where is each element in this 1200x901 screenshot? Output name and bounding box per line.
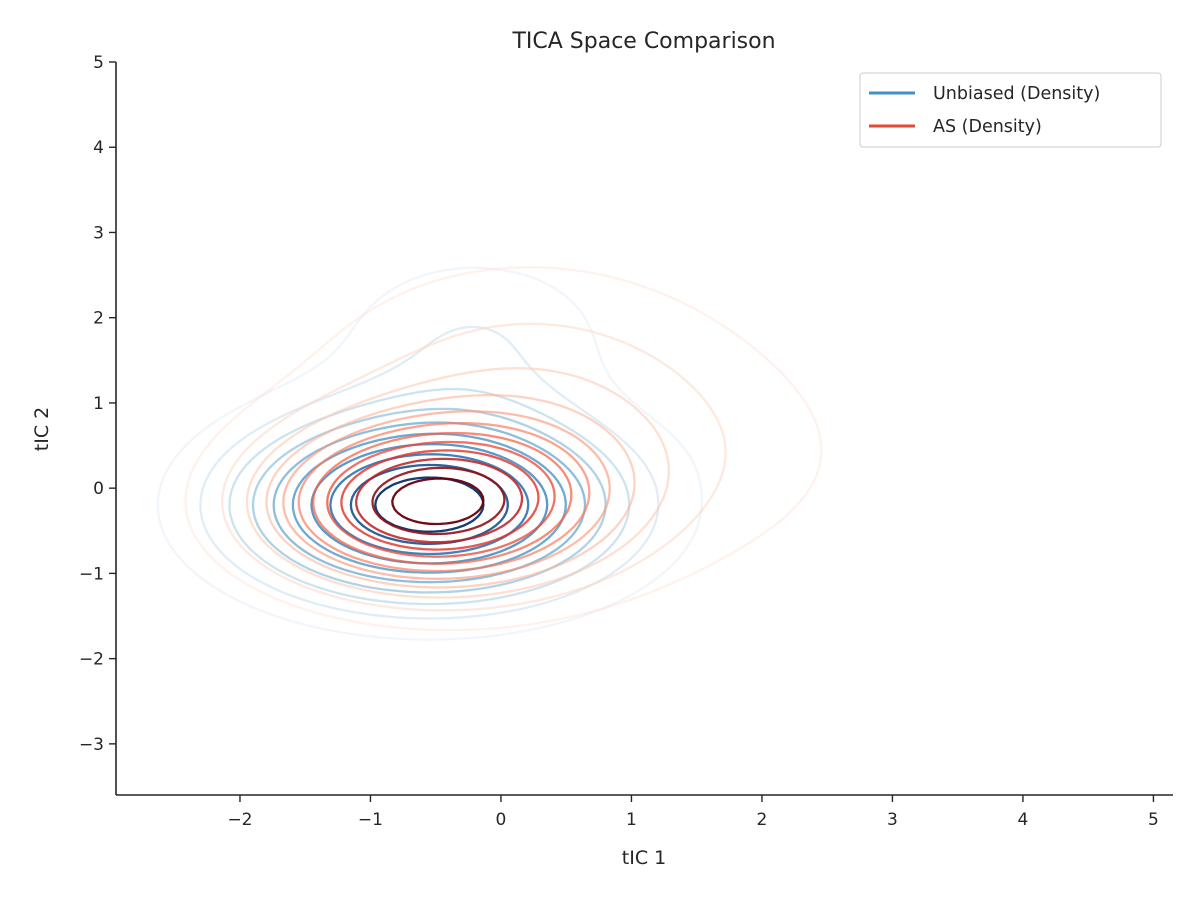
contour-level [199, 325, 660, 620]
y-tick-label: −1 [79, 564, 104, 584]
y-axis-ticks: −3 −2 −1 0 1 2 3 4 5 [79, 53, 116, 755]
x-tick-label: 1 [626, 810, 637, 830]
contour-level [251, 407, 607, 594]
x-tick-label: −1 [358, 810, 383, 830]
y-tick-label: −3 [79, 735, 104, 755]
y-tick-label: 5 [93, 53, 104, 73]
contour-level [340, 449, 540, 551]
y-axis-label: tIC 2 [31, 407, 53, 451]
y-tick-label: −2 [79, 650, 104, 670]
contour-level [297, 421, 591, 573]
y-tick-label: 3 [93, 223, 104, 243]
contour-series [184, 266, 823, 632]
y-tick-label: 1 [93, 394, 104, 414]
contour-level [282, 410, 611, 580]
contour-series [156, 266, 704, 641]
x-tick-label: 4 [1018, 810, 1029, 830]
contour-level [184, 266, 823, 632]
contour-level [245, 367, 670, 599]
contour-level [391, 477, 485, 526]
legend-label-as: AS (Density) [933, 117, 1042, 137]
x-axis-label: tIC 1 [622, 847, 666, 869]
legend-label-unbiased: Unbiased (Density) [933, 84, 1100, 104]
contour-level [326, 440, 556, 558]
y-tick-label: 4 [93, 138, 104, 158]
contour-level [221, 322, 727, 612]
contour-level [355, 457, 524, 544]
contour-level [272, 421, 587, 584]
contour-level [329, 453, 530, 556]
legend: Unbiased (Density) AS (Density) [859, 72, 1162, 148]
contour-level [156, 266, 704, 641]
contour-layer [156, 266, 823, 641]
x-tick-label: −2 [227, 810, 252, 830]
y-tick-label: 0 [93, 479, 104, 499]
chart-title: TICA Space Comparison [511, 29, 775, 54]
x-tick-label: 0 [496, 810, 507, 830]
x-tick-label: 5 [1148, 810, 1159, 830]
x-tick-label: 3 [887, 810, 898, 830]
contour-level [371, 466, 506, 536]
legend-box [859, 72, 1162, 148]
contour-level [265, 393, 636, 589]
x-axis-ticks: −2 −1 0 1 2 3 4 5 [227, 795, 1159, 830]
x-tick-label: 2 [757, 810, 768, 830]
contour-level [312, 431, 573, 565]
y-tick-label: 2 [93, 309, 104, 329]
